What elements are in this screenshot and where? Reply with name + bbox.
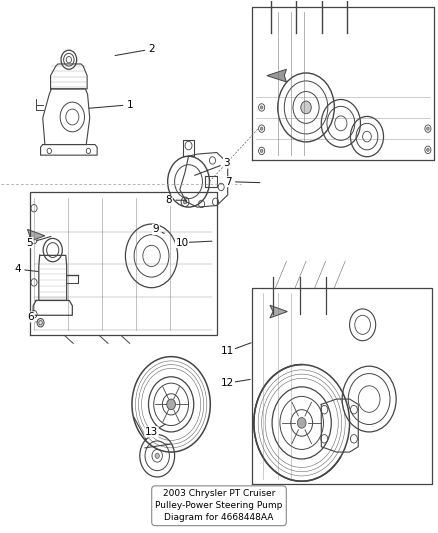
Circle shape [260,106,263,109]
Circle shape [427,148,429,151]
Text: 3: 3 [223,158,230,168]
Text: 12: 12 [221,378,234,388]
Text: 11: 11 [221,346,234,357]
Circle shape [37,318,44,327]
Circle shape [260,127,263,130]
Text: 9: 9 [152,224,159,235]
Circle shape [184,200,187,204]
Text: 7: 7 [225,176,232,187]
Text: 2: 2 [148,44,155,54]
Text: 10: 10 [176,238,189,248]
Text: 6: 6 [28,312,34,322]
Text: 5: 5 [26,238,33,248]
Text: 8: 8 [166,195,172,205]
Circle shape [297,418,306,428]
Circle shape [155,453,159,458]
Circle shape [167,399,176,410]
Polygon shape [28,229,45,242]
Circle shape [301,101,311,114]
Text: 4: 4 [14,264,21,274]
Text: 13: 13 [145,427,158,437]
Circle shape [427,127,429,130]
Text: 2003 Chrysler PT Cruiser
Pulley-Power Steering Pump
Diagram for 4668448AA: 2003 Chrysler PT Cruiser Pulley-Power St… [155,489,283,522]
Polygon shape [270,305,287,318]
Circle shape [260,149,263,152]
Text: 1: 1 [127,100,133,110]
Polygon shape [267,69,286,82]
